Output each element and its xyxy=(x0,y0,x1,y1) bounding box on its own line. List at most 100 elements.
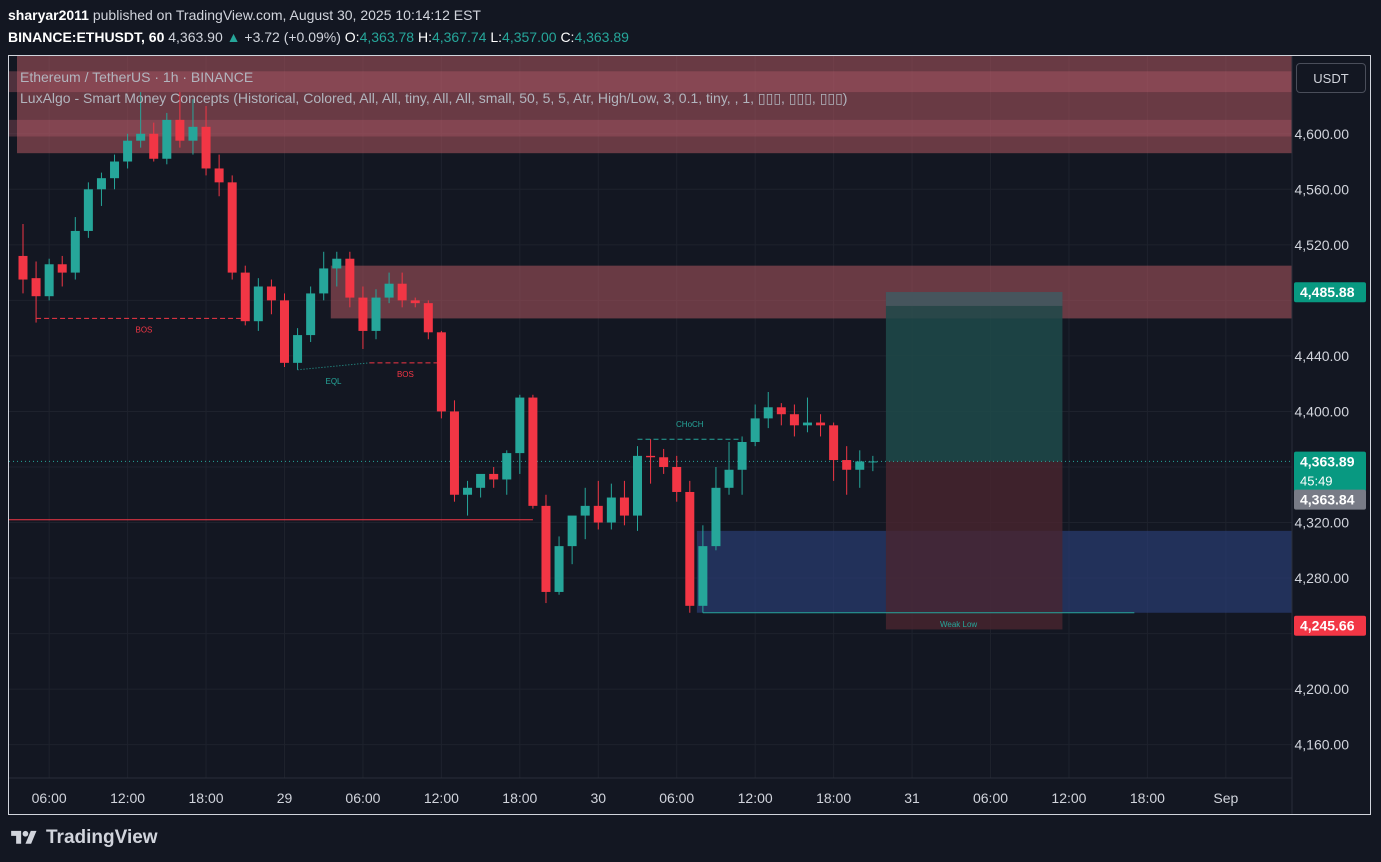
x-tick-label: 12:00 xyxy=(1051,790,1086,806)
structure-line xyxy=(297,362,370,371)
candle-body xyxy=(855,461,865,470)
y-tick-label: 4,400.00 xyxy=(1295,403,1350,419)
x-tick-label: 06:00 xyxy=(973,790,1008,806)
candle-body xyxy=(358,297,368,331)
candle-body xyxy=(149,133,159,159)
candle-body xyxy=(724,469,734,488)
candle-body xyxy=(593,505,603,523)
open-value: 4,363.78 xyxy=(359,29,415,45)
y-tick-label: 4,160.00 xyxy=(1295,737,1350,753)
x-tick-label: 18:00 xyxy=(816,790,851,806)
price-tag-label: 4,363.84 xyxy=(1300,492,1355,508)
candle-body xyxy=(515,397,525,454)
candle-body xyxy=(83,189,93,231)
chart-frame[interactable]: BOS BOS EQL CHoCH Weak Low 4,160.00 4,200.00 4,… xyxy=(8,55,1371,815)
candle-body xyxy=(188,126,198,141)
position-loss-zone xyxy=(885,461,1063,630)
y-tick-label: 4,440.00 xyxy=(1295,348,1350,364)
low-value: 4,357.00 xyxy=(502,29,557,45)
up-arrow-icon: ▲ xyxy=(226,29,241,45)
price-tag-box xyxy=(1294,615,1366,636)
x-tick-label: 18:00 xyxy=(502,790,537,806)
candle-body xyxy=(528,397,538,506)
candle-body xyxy=(110,161,120,179)
candle-body xyxy=(685,491,695,606)
high-label: H: xyxy=(417,29,432,45)
x-tick-label: Sep xyxy=(1213,790,1238,806)
price-tag-box xyxy=(1294,451,1366,492)
candle-body xyxy=(489,473,499,480)
candle-body xyxy=(541,505,551,592)
candle-body xyxy=(449,411,459,495)
candle-body xyxy=(266,286,276,301)
candle-body xyxy=(123,140,133,162)
structure-label: CHoCH xyxy=(676,420,704,429)
x-tick-label: 06:00 xyxy=(32,790,67,806)
candle-body xyxy=(672,466,682,492)
candle-body xyxy=(319,268,329,294)
indicator-legend[interactable]: LuxAlgo - Smart Money Concepts (Historic… xyxy=(20,90,848,106)
price-tag-label: 4,485.88 xyxy=(1300,284,1355,300)
candle-body xyxy=(44,264,54,297)
price-tag-box xyxy=(1294,489,1366,510)
y-tick-label: 4,600.00 xyxy=(1295,126,1350,142)
candle-body xyxy=(70,230,80,273)
price-tag-countdown: 45:49 xyxy=(1300,474,1333,489)
candle-body xyxy=(214,168,224,183)
position-profit-zone xyxy=(885,292,1063,462)
candle-body xyxy=(306,293,316,336)
x-tick-label: 29 xyxy=(277,790,293,806)
candle-body xyxy=(633,455,642,516)
candle-body xyxy=(868,461,878,463)
candle-body xyxy=(410,300,420,304)
candle-body xyxy=(57,264,67,273)
candle-body xyxy=(476,473,486,488)
currency-button[interactable]: USDT xyxy=(1296,63,1366,93)
footer-branding: TradingView xyxy=(8,826,158,850)
candle-body xyxy=(96,178,106,190)
x-tick-label: 12:00 xyxy=(424,790,459,806)
candle-body xyxy=(227,182,237,273)
tradingview-brand: TradingView xyxy=(46,827,158,848)
candle-body xyxy=(436,332,446,412)
structure-label: EQL xyxy=(326,377,343,386)
candle-body xyxy=(463,487,473,495)
position-target-band xyxy=(885,292,1063,306)
chart-legend-title[interactable]: Ethereum / TetherUS · 1h · BINANCE xyxy=(20,69,254,85)
candle-body xyxy=(240,272,250,322)
supply-zone-band xyxy=(9,119,1292,137)
candle-body xyxy=(18,255,28,280)
y-tick-label: 4,280.00 xyxy=(1295,570,1350,586)
candle-body xyxy=(201,126,211,169)
publisher-name[interactable]: sharyar2011 xyxy=(8,7,89,23)
candle-body xyxy=(776,407,786,415)
y-tick-label: 4,200.00 xyxy=(1295,681,1350,697)
supply-zone xyxy=(17,56,1292,154)
publish-info: published on TradingView.com, August 30,… xyxy=(92,7,481,23)
symbol-name: BINANCE:ETHUSDT, 60 xyxy=(8,29,165,45)
x-tick-label: 12:00 xyxy=(110,790,145,806)
candle-body xyxy=(789,414,799,426)
x-tick-label: 06:00 xyxy=(345,790,380,806)
candle-body xyxy=(345,258,355,298)
x-tick-label: 30 xyxy=(590,790,606,806)
x-tick-label: 18:00 xyxy=(1130,790,1165,806)
symbol-header: BINANCE:ETHUSDT, 60 4,363.90 ▲ +3.72 (+0… xyxy=(8,29,629,45)
candle-body xyxy=(842,460,852,470)
close-value: 4,363.89 xyxy=(574,29,629,45)
candle-body xyxy=(175,119,185,141)
candle-body xyxy=(829,425,839,461)
x-tick-label: 12:00 xyxy=(738,790,773,806)
x-tick-label: 31 xyxy=(904,790,920,806)
candle-body xyxy=(567,515,577,547)
candle-body xyxy=(750,418,760,442)
candle-body xyxy=(31,278,41,297)
candle-body xyxy=(737,441,747,470)
candle-body xyxy=(253,286,263,322)
price-chart[interactable]: BOS BOS EQL CHoCH Weak Low 4,160.00 4,200.00 4,… xyxy=(9,56,1371,815)
structure-label: BOS xyxy=(135,325,152,334)
candle-body xyxy=(502,453,512,480)
supply-zone xyxy=(330,265,1292,319)
structure-label: BOS xyxy=(397,370,414,379)
open-label: O: xyxy=(344,29,360,45)
